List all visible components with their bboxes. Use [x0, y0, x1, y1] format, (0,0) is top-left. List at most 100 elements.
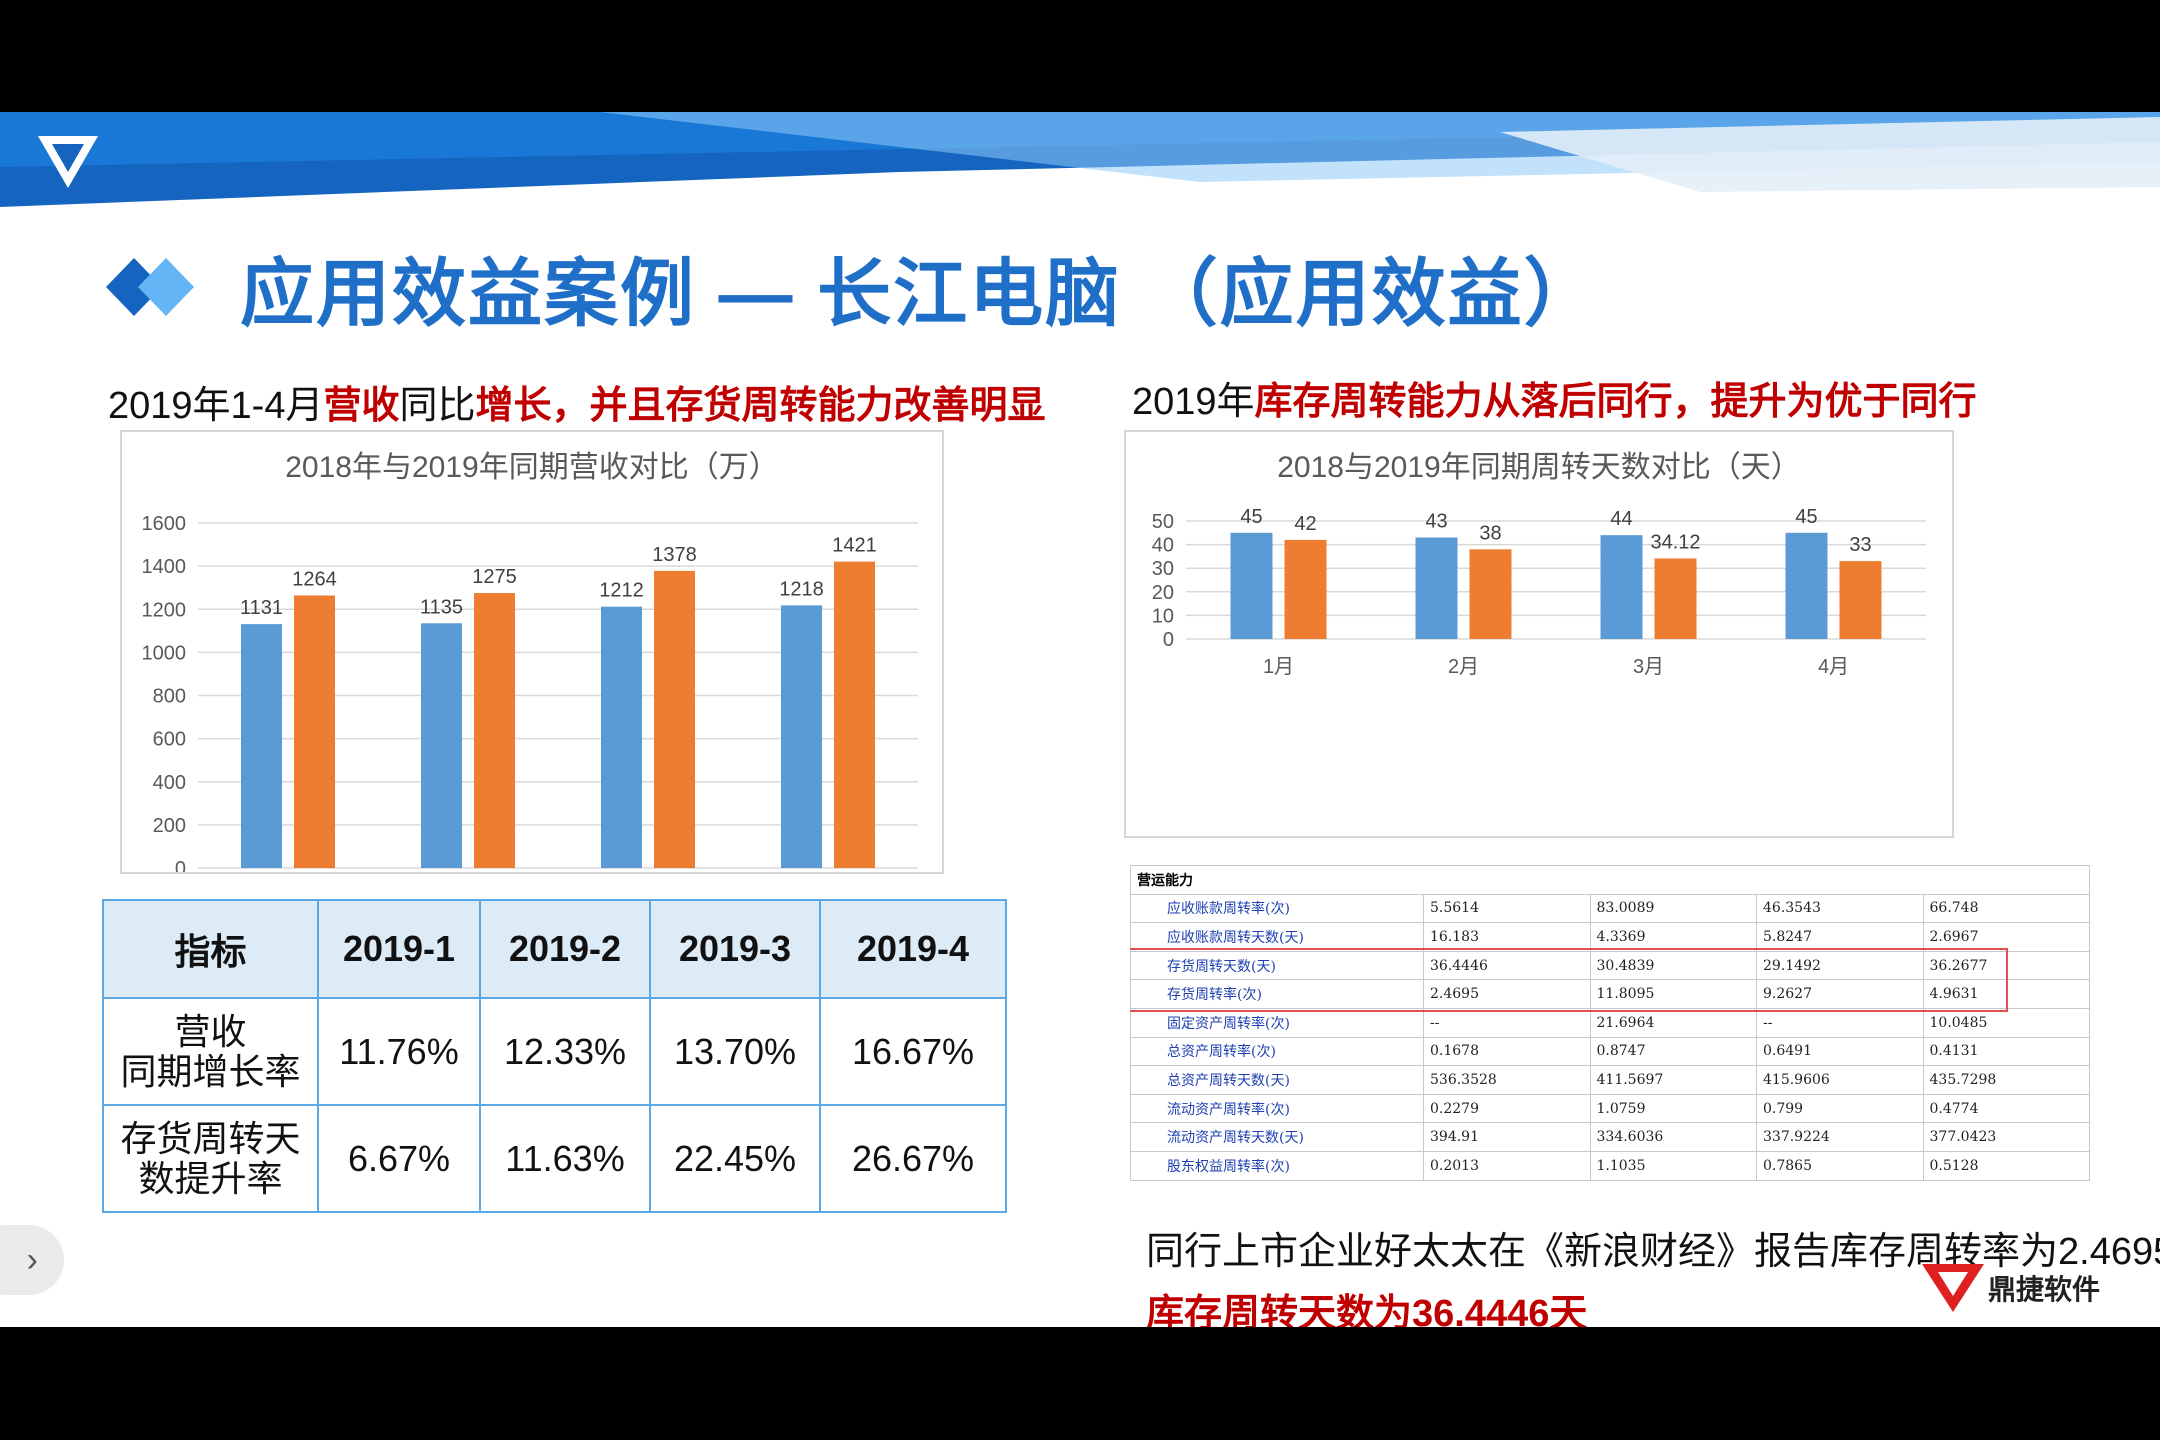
table-row: 存货周转天 数提升率 6.67% 11.63% 22.45% 26.67% — [102, 1104, 1007, 1213]
title-row: 应用效益案例 — 长江电脑 （应用效益） — [106, 232, 1600, 342]
row-label: 固定资产周转率(次) — [1130, 1007, 1424, 1038]
brand-name: 鼎捷软件 — [1988, 1274, 2101, 1305]
left-subtitle: 2019年1-4月营收同比增长，并且存货周转能力改善明显 — [108, 385, 1046, 427]
data-label: 33 — [1849, 534, 1871, 556]
y-tick-label: 0 — [175, 858, 186, 872]
row-label: 股东权益周转率(次) — [1130, 1150, 1424, 1181]
row-label: 总资产周转率(次) — [1130, 1036, 1424, 1067]
table-row: 股东权益周转率(次) 0.2013 1.1035 0.7865 0.5128 — [1130, 1150, 2090, 1181]
chart-title: 2018年与2019年同期营收对比（万） — [285, 451, 778, 484]
table-row: 存货周转天数(天) 36.4446 30.4839 29.1492 36.2677 — [1130, 950, 2090, 981]
row-label: 存货周转天 数提升率 — [102, 1104, 319, 1213]
bar — [1469, 549, 1512, 639]
row-label: 存货周转天数(天) — [1130, 950, 1424, 981]
table-row: 总资产周转天数(天) 536.3528 411.5697 415.9606 435.72… — [1130, 1065, 2090, 1095]
data-label: 1378 — [652, 544, 697, 566]
table-cell: 11.63% — [479, 1104, 651, 1213]
x-tick-label: 3月 — [1633, 656, 1664, 678]
page-title: 应用效益案例 — 长江电脑 （应用效益） — [240, 251, 1600, 335]
data-label: 44 — [1610, 508, 1632, 530]
table-cell: 415.9606 — [1756, 1065, 1924, 1095]
table-row: 总资产周转率(次) 0.1678 0.8747 0.6491 0.4131 — [1130, 1036, 2090, 1067]
y-tick-label: 400 — [153, 772, 186, 794]
table-row: 流动资产周转率(次) 0.2279 1.0759 0.799 0.4774 — [1130, 1093, 2090, 1124]
data-label: 1421 — [832, 535, 877, 557]
y-tick-label: 10 — [1152, 605, 1174, 627]
bar — [654, 570, 695, 868]
table-cell: 4.3369 — [1589, 922, 1757, 952]
table-header: 2019-3 — [649, 899, 821, 999]
y-tick-label: 1600 — [142, 513, 187, 535]
table-cell: 22.45% — [649, 1104, 821, 1213]
table-cell: 9.2627 — [1756, 979, 1924, 1009]
row-label: 存货周转率(次) — [1130, 979, 1424, 1009]
chart-title: 2018与2019年同期周转天数对比（天） — [1277, 451, 1800, 484]
table-row: 固定资产周转率(次) -- 21.6964 -- 10.0485 — [1130, 1007, 2090, 1038]
table-cell: 337.9224 — [1756, 1122, 1924, 1152]
next-slide-button[interactable]: › — [0, 1225, 64, 1295]
table-header: 指标 — [102, 899, 319, 999]
y-tick-label: 200 — [153, 815, 186, 837]
table-cell: 30.4839 — [1589, 950, 1757, 981]
y-tick-label: 50 — [1152, 511, 1174, 533]
row-label: 应收账款周转率(次) — [1130, 893, 1424, 924]
table-cell: 6.67% — [317, 1104, 481, 1213]
bar — [1284, 539, 1327, 639]
y-tick-label: 1000 — [142, 642, 187, 664]
table-cell: 12.33% — [479, 997, 651, 1106]
turnover-chart: 2018与2019年同期周转天数对比（天） 0 10 20 30 40 50 1月 45 42 2月… — [1124, 430, 1954, 838]
table-cell: 377.0423 — [1922, 1122, 2090, 1152]
revenue-chart: 2018年与2019年同期营收对比（万） 0 200 400 600 800 1000 120… — [120, 430, 944, 874]
table-header: 2019-1 — [317, 899, 481, 999]
table-cell: 0.7865 — [1756, 1150, 1924, 1181]
table-row: 应收账款周转天数(天) 16.183 4.3369 5.8247 2.6967 — [1130, 922, 2090, 952]
x-tick-label: 2月 — [1448, 656, 1479, 678]
y-tick-label: 1200 — [142, 599, 187, 621]
data-label: 1275 — [472, 566, 517, 588]
table-cell: 29.1492 — [1756, 950, 1924, 981]
table-cell: 83.0089 — [1589, 893, 1757, 924]
y-tick-label: 30 — [1152, 558, 1174, 580]
table-cell: 26.67% — [819, 1104, 1007, 1213]
data-label: 1212 — [599, 580, 644, 602]
data-label: 1131 — [240, 597, 283, 619]
x-tick-label: 1月 — [1263, 656, 1294, 678]
table-cell: -- — [1756, 1007, 1924, 1038]
data-label: 45 — [1240, 506, 1262, 528]
table-cell: 16.183 — [1423, 922, 1591, 952]
table-cell: 11.76% — [317, 997, 481, 1106]
bar — [834, 561, 875, 868]
data-label: 38 — [1479, 522, 1501, 544]
chevron-right-icon: › — [26, 1240, 38, 1279]
header-banner — [0, 112, 2160, 207]
note-line-2: 库存周转天数为36.4446天 — [1146, 1293, 1588, 1327]
table-cell: -- — [1423, 1007, 1591, 1038]
brand-v-icon — [1922, 1264, 1984, 1312]
note-line-1: 同行上市企业好太太在《新浪财经》报告库存周转率为2.4695， — [1146, 1231, 2160, 1273]
data-label: 34.12 — [1650, 531, 1700, 553]
table-cell: 1.1035 — [1589, 1150, 1757, 1181]
data-label: 43 — [1425, 511, 1447, 533]
section-title: 营运能力 — [1130, 865, 2090, 895]
table-cell: 46.3543 — [1756, 893, 1924, 924]
bar — [1654, 558, 1697, 639]
bar — [474, 593, 515, 868]
data-label: 1218 — [779, 578, 824, 600]
table-cell: 0.2013 — [1423, 1150, 1591, 1181]
financial-table: 营运能力 应收账款周转率(次) 5.5614 83.0089 46.3543 66.74… — [1130, 865, 2090, 1181]
bar — [421, 623, 462, 868]
table-header: 2019-2 — [479, 899, 651, 999]
table-cell: 0.4131 — [1922, 1036, 2090, 1067]
y-tick-label: 800 — [153, 686, 186, 708]
table-cell: 0.4774 — [1922, 1093, 2090, 1124]
table-cell: 0.6491 — [1756, 1036, 1924, 1067]
bar — [241, 624, 282, 868]
highlight-box — [1130, 948, 2008, 1012]
table-cell: 5.8247 — [1756, 922, 1924, 952]
data-label: 1135 — [420, 596, 463, 618]
table-cell: 435.7298 — [1922, 1065, 2090, 1095]
y-tick-label: 0 — [1163, 629, 1174, 651]
table-header: 2019-4 — [819, 899, 1007, 999]
table-row: 流动资产周转天数(天) 394.91 334.6036 337.9224 377.042… — [1130, 1122, 2090, 1152]
